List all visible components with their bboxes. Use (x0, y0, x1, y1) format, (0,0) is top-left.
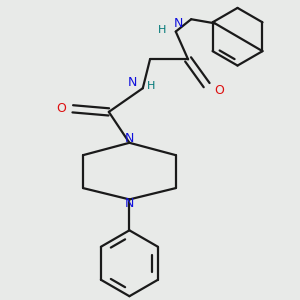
Text: H: H (158, 25, 166, 34)
Text: N: N (174, 17, 184, 30)
Text: N: N (125, 132, 134, 145)
Text: O: O (56, 102, 66, 115)
Text: N: N (125, 197, 134, 210)
Text: H: H (147, 81, 155, 91)
Text: O: O (214, 84, 224, 97)
Text: N: N (128, 76, 137, 88)
